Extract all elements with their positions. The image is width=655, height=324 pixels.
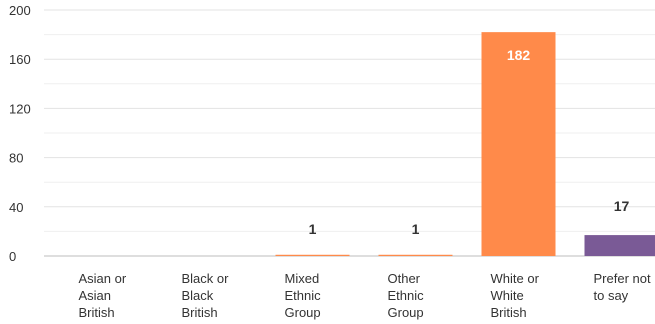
- y-tick-label: 0: [9, 249, 16, 264]
- bar: [584, 235, 655, 256]
- category-label: Other Ethnic Group: [388, 271, 425, 320]
- category-label: Asian or Asian British: [79, 271, 127, 320]
- gridlines: [44, 9, 655, 257]
- category-label: Black or Black British: [182, 271, 230, 320]
- bar: [481, 32, 556, 256]
- bars: [275, 32, 655, 256]
- y-tick-label: 120: [9, 101, 31, 116]
- category-label-line: White or: [491, 271, 540, 286]
- x-axis-categories: Asian or Asian British Black or Black British…: [79, 271, 651, 320]
- category-label-line: British: [79, 305, 115, 320]
- y-tick-label: 200: [9, 3, 31, 18]
- category-label-line: Other: [388, 271, 421, 286]
- data-label: 17: [614, 198, 630, 214]
- data-labels: 1 1 182 17: [309, 47, 630, 237]
- category-label-line: Group: [285, 305, 321, 320]
- category-label: Mixed Ethnic Group: [285, 271, 322, 320]
- data-label: 182: [507, 47, 531, 63]
- category-label-line: Black: [182, 288, 214, 303]
- bar: [275, 254, 350, 256]
- y-tick-label: 160: [9, 52, 31, 67]
- y-tick-label: 80: [9, 151, 23, 166]
- category-label-line: Ethnic: [388, 288, 425, 303]
- category-label-line: Mixed: [285, 271, 320, 286]
- category-label: White or White British: [491, 271, 540, 320]
- category-label-line: British: [491, 305, 527, 320]
- bar: [378, 254, 453, 256]
- category-label-line: White: [491, 288, 524, 303]
- y-axis-ticks: 0 40 80 120 160 200: [9, 3, 31, 264]
- category-label-line: Asian: [79, 288, 112, 303]
- y-tick-label: 40: [9, 200, 23, 215]
- data-label: 1: [412, 221, 420, 237]
- category-label-line: to say: [594, 288, 629, 303]
- category-label-line: Black or: [182, 271, 230, 286]
- category-label-line: Ethnic: [285, 288, 322, 303]
- category-label-line: Asian or: [79, 271, 127, 286]
- category-label-line: British: [182, 305, 218, 320]
- category-label: Prefer not to say: [594, 271, 651, 303]
- category-label-line: Group: [388, 305, 424, 320]
- category-label-line: Prefer not: [594, 271, 651, 286]
- data-label: 1: [309, 221, 317, 237]
